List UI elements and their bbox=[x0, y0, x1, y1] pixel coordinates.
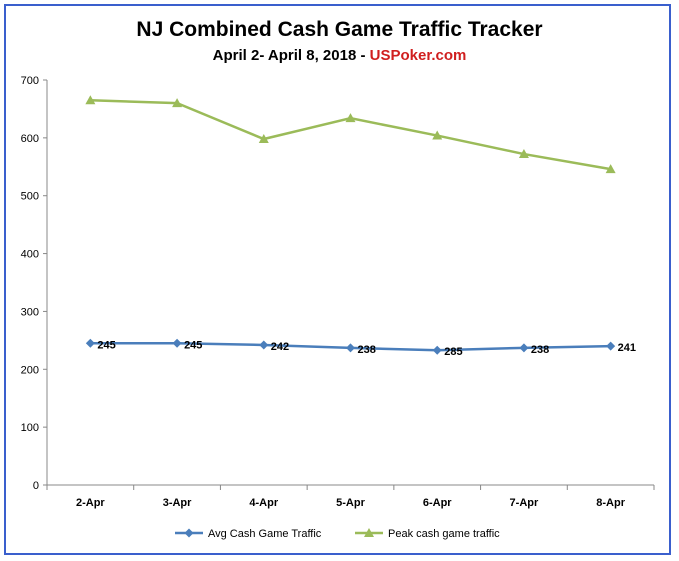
data-point-series-2 bbox=[172, 98, 183, 108]
subtitle-dates: April 2- April 8, 2018 - bbox=[212, 47, 370, 64]
series-line-2 bbox=[90, 99, 611, 171]
chart-frame bbox=[4, 4, 671, 555]
legend-label: Peak cash game traffic bbox=[388, 528, 500, 540]
data-point-series-2 bbox=[605, 164, 616, 174]
y-tick-label: 300 bbox=[21, 306, 39, 318]
x-tick-label: 5-Apr bbox=[336, 497, 365, 509]
data-label: 238 bbox=[358, 344, 376, 356]
data-label: 245 bbox=[97, 339, 115, 351]
data-point-series-2 bbox=[345, 113, 356, 123]
data-point-series-2 bbox=[85, 95, 96, 105]
x-tick-label: 3-Apr bbox=[163, 497, 192, 509]
legend-label: Avg Cash Game Traffic bbox=[208, 528, 322, 540]
data-point-series-1 bbox=[85, 338, 95, 348]
x-tick-label: 8-Apr bbox=[596, 497, 625, 509]
data-label: 238 bbox=[531, 344, 549, 356]
data-label: 245 bbox=[184, 339, 202, 351]
data-point-series-1 bbox=[346, 343, 355, 353]
y-tick-label: 500 bbox=[21, 191, 39, 203]
data-point-series-1 bbox=[606, 341, 616, 351]
y-tick-label: 0 bbox=[33, 480, 39, 492]
y-tick-label: 200 bbox=[21, 364, 39, 376]
x-tick-label: 7-Apr bbox=[510, 497, 539, 509]
y-tick-label: 700 bbox=[21, 75, 39, 87]
data-point-series-1 bbox=[432, 345, 442, 355]
data-point-series-2 bbox=[258, 134, 269, 144]
chart-title: NJ Combined Cash Game Traffic Tracker bbox=[136, 18, 543, 41]
data-point-series-2 bbox=[518, 149, 529, 159]
data-label: 241 bbox=[618, 342, 636, 354]
y-tick-label: 100 bbox=[21, 422, 39, 434]
data-label: 285 bbox=[444, 346, 462, 358]
x-tick-label: 6-Apr bbox=[423, 497, 452, 509]
legend-marker bbox=[184, 528, 194, 538]
data-point-series-1 bbox=[519, 343, 529, 353]
data-point-series-1 bbox=[172, 338, 182, 348]
x-tick-label: 4-Apr bbox=[249, 497, 278, 509]
subtitle-brand: USPoker.com bbox=[369, 47, 467, 64]
data-point-series-2 bbox=[432, 130, 443, 140]
y-tick-label: 400 bbox=[21, 249, 39, 261]
chart-subtitle: April 2- April 8, 2018 - USPoker.com bbox=[0, 47, 679, 64]
data-label: 242 bbox=[271, 341, 289, 353]
y-tick-label: 600 bbox=[21, 133, 39, 145]
legend-marker bbox=[364, 528, 374, 537]
x-tick-label: 2-Apr bbox=[76, 497, 105, 509]
data-point-series-1 bbox=[259, 340, 269, 350]
